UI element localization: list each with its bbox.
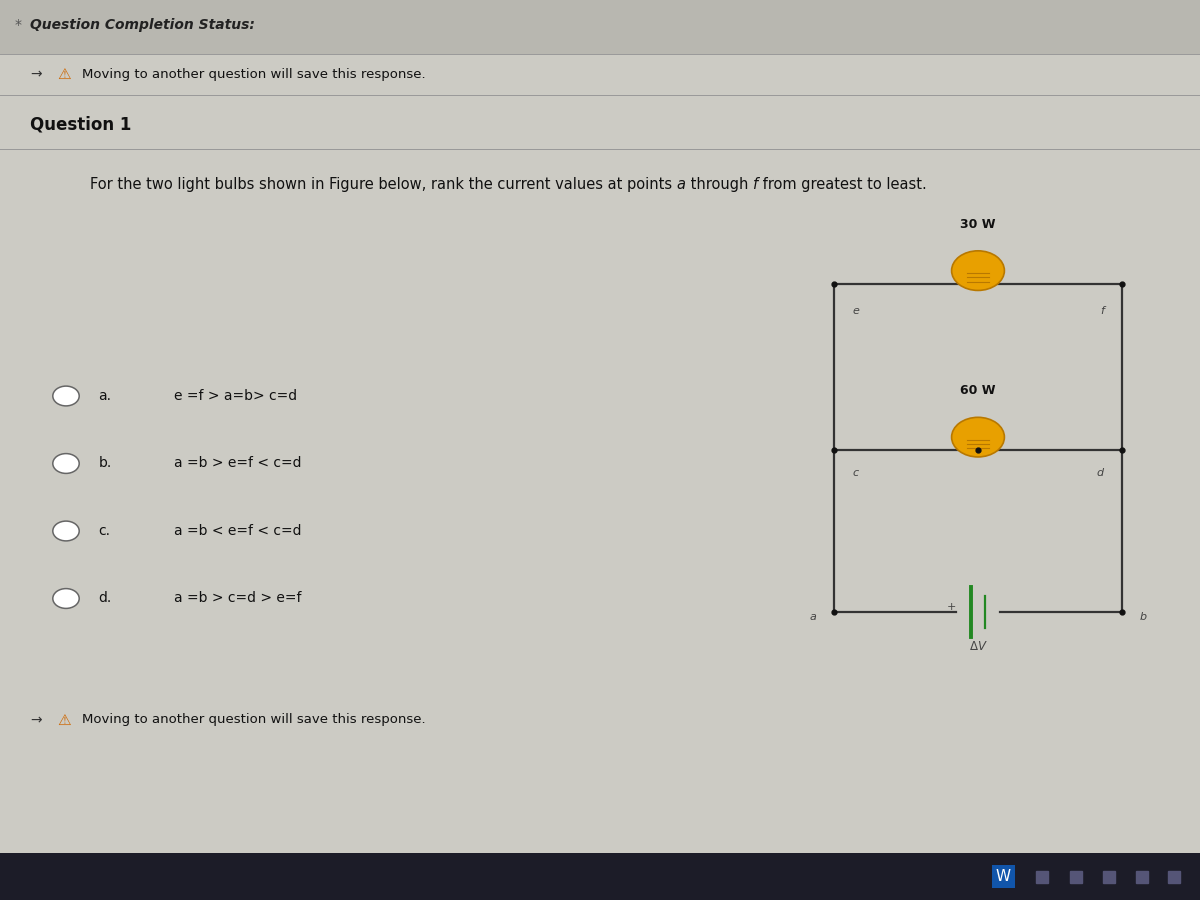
Text: *: *: [14, 18, 22, 32]
Text: from greatest to least.: from greatest to least.: [758, 177, 926, 192]
Text: a.: a.: [98, 389, 112, 403]
Text: c: c: [852, 468, 858, 478]
Circle shape: [53, 454, 79, 473]
Text: a =b > c=d > e=f: a =b > c=d > e=f: [174, 591, 301, 606]
Text: a =b < e=f < c=d: a =b < e=f < c=d: [174, 524, 301, 538]
Text: f: f: [1100, 306, 1104, 316]
Circle shape: [53, 589, 79, 608]
Circle shape: [952, 418, 1004, 457]
Text: Question 1: Question 1: [30, 115, 131, 133]
Text: f: f: [752, 177, 758, 192]
Text: 60 W: 60 W: [960, 384, 996, 397]
Circle shape: [952, 251, 1004, 291]
FancyBboxPatch shape: [967, 436, 989, 449]
Text: ⚠: ⚠: [58, 68, 71, 82]
Text: e: e: [852, 306, 859, 316]
Text: $\Delta V$: $\Delta V$: [968, 640, 988, 652]
Text: Moving to another question will save this response.: Moving to another question will save thi…: [82, 714, 425, 726]
Text: d: d: [1097, 468, 1104, 478]
Text: →: →: [30, 68, 42, 82]
FancyBboxPatch shape: [967, 269, 989, 283]
Text: Question Completion Status:: Question Completion Status:: [30, 18, 254, 32]
Text: For the two light bulbs shown in Figure below, rank the current values at points: For the two light bulbs shown in Figure …: [90, 177, 677, 192]
Text: a: a: [677, 177, 685, 192]
Text: +: +: [947, 602, 956, 613]
FancyBboxPatch shape: [0, 853, 1200, 900]
Text: →: →: [30, 713, 42, 727]
Text: ⚠: ⚠: [58, 713, 71, 727]
Text: a: a: [809, 611, 816, 622]
Text: b: b: [1140, 611, 1147, 622]
Text: W: W: [996, 869, 1010, 884]
Text: a =b > e=f < c=d: a =b > e=f < c=d: [174, 456, 301, 471]
Text: b.: b.: [98, 456, 112, 471]
Text: Moving to another question will save this response.: Moving to another question will save thi…: [82, 68, 425, 81]
Text: d.: d.: [98, 591, 112, 606]
Circle shape: [53, 521, 79, 541]
Text: e =f > a=b> c=d: e =f > a=b> c=d: [174, 389, 298, 403]
Circle shape: [53, 386, 79, 406]
Text: c.: c.: [98, 524, 110, 538]
Text: 30 W: 30 W: [960, 218, 996, 230]
Text: through: through: [685, 177, 752, 192]
FancyBboxPatch shape: [0, 0, 1200, 54]
